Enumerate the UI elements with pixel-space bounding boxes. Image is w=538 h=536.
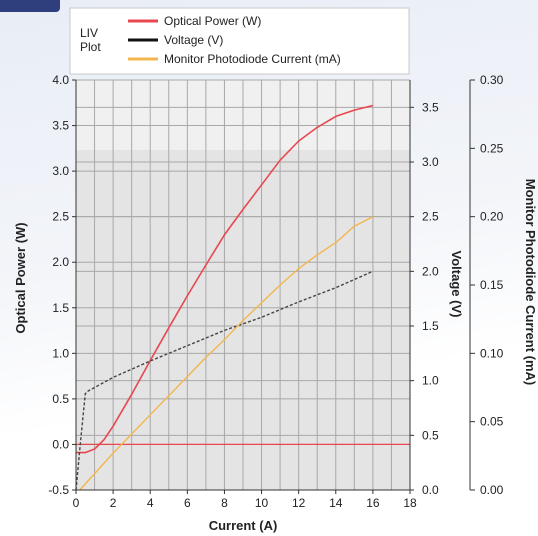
x-tick-label: 8 [221, 496, 228, 510]
legend: LIV Plot Optical Power (W) Voltage (V) Mon… [69, 7, 410, 75]
mid-axis-title: Voltage (V) [449, 251, 464, 318]
mid-tick-label: 0.0 [422, 483, 439, 497]
x-tick-label: 2 [110, 496, 117, 510]
left-tick-label: 2.0 [52, 255, 69, 269]
left-tick-label: 4.0 [52, 73, 69, 87]
left-axis-title: Optical Power (W) [13, 222, 28, 333]
right-axis-title: Monitor Photodiode Current (mA) [523, 179, 538, 386]
right-tick-label: 0.05 [480, 415, 504, 429]
right-tick-label: 0.10 [480, 346, 504, 360]
right-tick-label: 0.25 [480, 141, 504, 155]
right-tick-label: 0.15 [480, 278, 504, 292]
left-tick-label: 2.5 [52, 210, 69, 224]
mid-tick-label: 3.5 [422, 100, 439, 114]
mid-tick-label: 2.0 [422, 264, 439, 278]
legend-title-line-2: Plot [80, 40, 101, 54]
mid-tick-label: 1.5 [422, 319, 439, 333]
right-tick-label: 0.30 [480, 73, 504, 87]
legend-label: Monitor Photodiode Current (mA) [164, 52, 341, 66]
x-tick-label: 0 [73, 496, 80, 510]
x-axis-title: Current (A) [209, 518, 278, 533]
legend-title-line-1: LIV [80, 26, 98, 40]
mid-tick-label: 0.5 [422, 428, 439, 442]
right-tick-label: 0.00 [480, 483, 504, 497]
x-tick-label: 4 [147, 496, 154, 510]
left-tick-label: 1.5 [52, 301, 69, 315]
left-tick-label: 1.0 [52, 346, 69, 360]
x-tick-label: 12 [292, 496, 306, 510]
left-tick-label: 0.5 [52, 392, 69, 406]
mid-tick-label: 2.5 [422, 210, 439, 224]
right-tick-label: 0.20 [480, 210, 504, 224]
header-banner [0, 0, 60, 12]
mid-tick-label: 3.0 [422, 155, 439, 169]
legend-label: Voltage (V) [164, 33, 223, 47]
left-tick-label: 3.0 [52, 164, 69, 178]
mid-tick-label: 1.0 [422, 374, 439, 388]
series-line-optical-power-w [76, 104, 374, 454]
x-tick-label: 10 [255, 496, 269, 510]
left-tick-label: 0.0 [52, 437, 69, 451]
legend-box [69, 7, 410, 75]
left-tick-label: 3.5 [52, 119, 69, 133]
x-tick-label: 16 [366, 496, 380, 510]
series-line-monitor-photodiode-current-ma [79, 216, 374, 491]
x-tick-label: 14 [329, 496, 343, 510]
x-tick-label: 6 [184, 496, 191, 510]
legend-label: Optical Power (W) [164, 14, 261, 28]
left-tick-label: -0.5 [48, 483, 69, 497]
series-line-voltage-v [75, 270, 374, 491]
x-tick-label: 18 [403, 496, 417, 510]
